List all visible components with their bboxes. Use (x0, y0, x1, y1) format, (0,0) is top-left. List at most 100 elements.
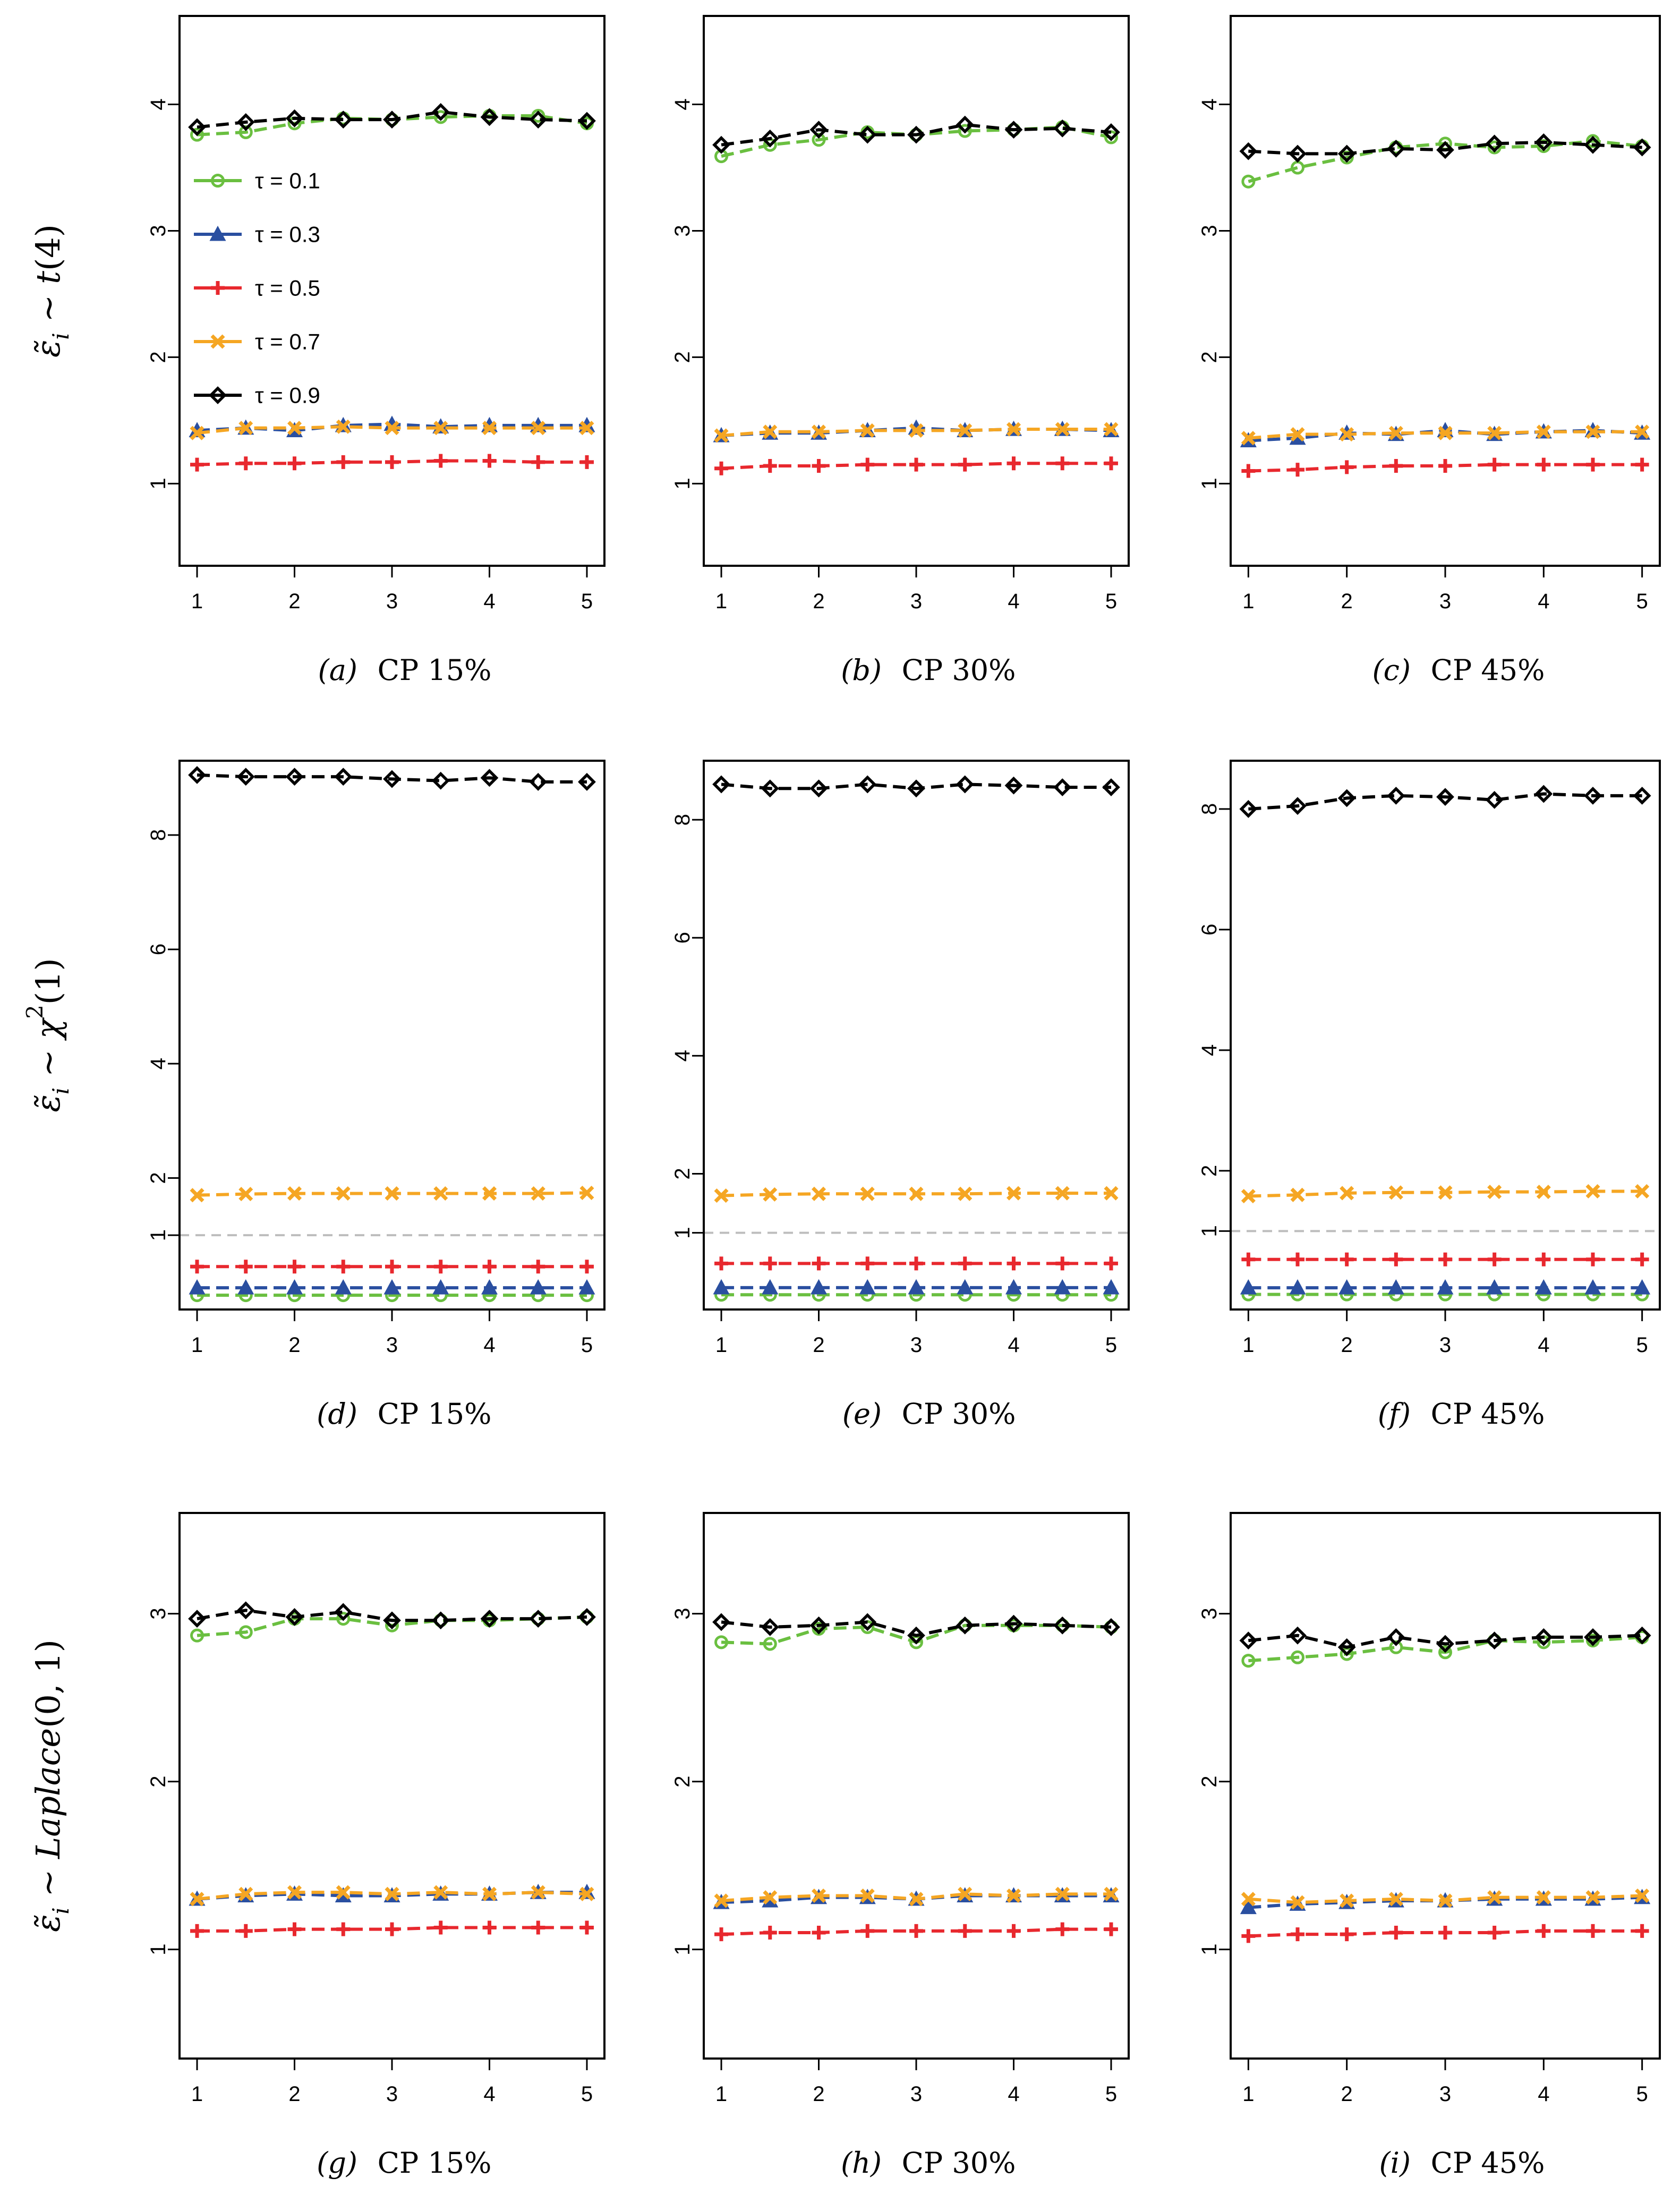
data-point (1291, 1650, 1305, 1664)
data-point (907, 779, 925, 798)
data-point (1291, 463, 1305, 477)
data-point (958, 124, 972, 138)
panel-c: 1 2 3 4 1 2 3 4 5 (c) CP 45% (1198, 15, 1661, 687)
data-point (860, 1888, 875, 1903)
x-tick-label: 3 (1439, 1333, 1451, 1357)
data-point (238, 456, 253, 471)
data-point (1437, 1279, 1454, 1295)
row-label: ε̃i ~ χ2(1) (22, 958, 74, 1112)
y-tick-label: 6 (671, 932, 694, 943)
data-point (579, 1886, 594, 1901)
legend-label: τ = 0.9 (255, 383, 320, 408)
data-point (385, 1922, 399, 1936)
data-point (238, 1260, 253, 1274)
data-point (579, 455, 594, 469)
data-point (1387, 786, 1405, 805)
data-point (1289, 144, 1307, 163)
data-point (285, 1608, 304, 1626)
data-point (1007, 456, 1021, 471)
data-point (1387, 1628, 1405, 1646)
data-point (336, 1186, 351, 1201)
data-point (1585, 1252, 1600, 1266)
data-point (1239, 142, 1258, 160)
panel-b: 1 2 3 4 1 2 3 4 5 (b) CP 30% (671, 15, 1130, 687)
panel-caption-letter: (i) (1379, 2146, 1411, 2180)
data-point (1290, 427, 1305, 442)
data-point (1055, 456, 1070, 471)
x-tick-label: 2 (288, 1333, 300, 1357)
data-point (1537, 1252, 1551, 1266)
data-point (431, 1611, 450, 1630)
legend-marker (210, 334, 225, 349)
data-point (860, 457, 875, 472)
y-tick-label: 3 (671, 1608, 694, 1619)
y-tick-label: 3 (1198, 1608, 1221, 1619)
x-tick-label: 5 (581, 590, 593, 613)
data-point (286, 1279, 303, 1295)
x-tick-label: 4 (1538, 1333, 1549, 1357)
data-point (1104, 456, 1118, 471)
data-point (433, 1186, 448, 1201)
data-point (1438, 426, 1453, 440)
panel-caption: CP 30% (902, 1397, 1016, 1431)
data-point (285, 109, 304, 127)
panel-d: 1 2 4 6 8 1 2 3 4 5 (d) CP 15% (147, 760, 606, 1431)
data-point (1340, 1893, 1354, 1908)
data-point (1289, 1626, 1307, 1645)
data-point (433, 421, 448, 436)
data-point (811, 1888, 826, 1903)
panel-caption: CP 15% (378, 653, 492, 687)
x-tick-label: 1 (1242, 590, 1254, 613)
data-point (334, 110, 353, 129)
data-point (860, 1186, 875, 1201)
series-line-0.9 (197, 1609, 587, 1622)
data-point (1104, 1256, 1118, 1271)
data-point (909, 1256, 923, 1271)
series-line-0.9 (721, 783, 1111, 790)
data-point (1241, 1252, 1256, 1266)
data-point (1585, 134, 1600, 148)
data-point (1388, 426, 1403, 440)
data-point (1585, 1924, 1600, 1938)
data-point (238, 1187, 253, 1202)
x-tick-label: 1 (1242, 1333, 1254, 1357)
data-point (714, 461, 729, 475)
data-point (236, 768, 255, 786)
data-point (763, 1256, 777, 1271)
data-point (1635, 1888, 1650, 1903)
data-point (531, 1885, 545, 1900)
data-point (810, 1279, 828, 1295)
data-point (531, 421, 545, 436)
data-point (958, 1886, 973, 1901)
panel-caption-letter: (e) (842, 1397, 882, 1431)
data-point (578, 772, 596, 791)
x-tick-label: 2 (1341, 590, 1353, 613)
data-point (1289, 1279, 1306, 1295)
panel-caption-letter: (h) (841, 2146, 882, 2180)
data-point (1584, 1279, 1601, 1295)
plot-frame (178, 15, 606, 567)
data-point (1004, 1614, 1023, 1633)
data-point (579, 1260, 594, 1274)
panel-caption-letter: (d) (317, 1397, 357, 1431)
y-tick-label: 4 (671, 1050, 694, 1061)
data-point (1005, 1279, 1022, 1295)
x-tick-label: 2 (1341, 2082, 1353, 2106)
data-point (1585, 424, 1600, 439)
data-point (714, 1635, 729, 1649)
plot-frame (178, 760, 606, 1311)
data-point (190, 1260, 204, 1274)
data-point (482, 1886, 497, 1901)
data-point (1585, 1184, 1600, 1199)
data-point (1104, 422, 1119, 437)
panel-caption: CP 30% (902, 653, 1016, 687)
data-point (190, 1924, 204, 1938)
panel-caption-letter: (b) (841, 653, 882, 687)
data-point (1633, 138, 1651, 157)
data-point (1633, 786, 1651, 805)
data-point (531, 1920, 545, 1935)
data-point (1055, 1886, 1070, 1901)
data-point (433, 1885, 448, 1900)
x-tick-label: 1 (191, 590, 203, 613)
data-point (530, 1279, 547, 1295)
